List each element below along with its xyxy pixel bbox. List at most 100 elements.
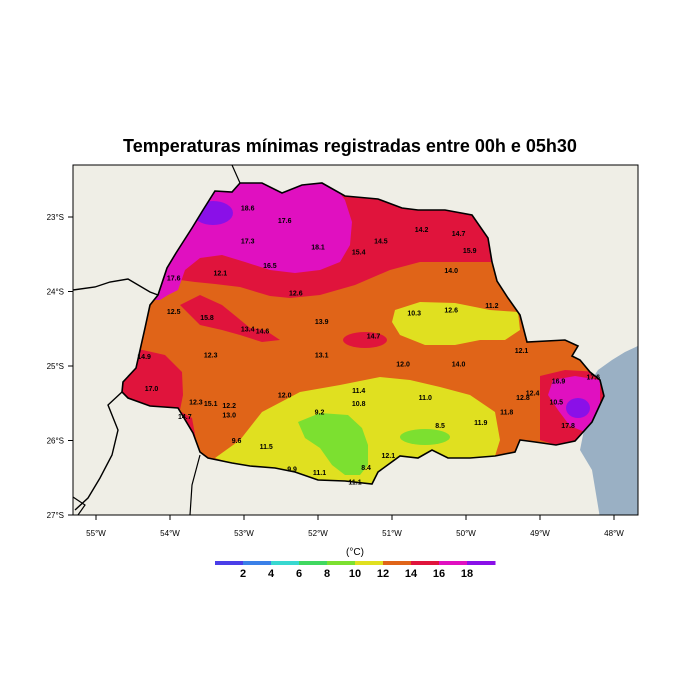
- x-tick-label: 50°W: [456, 529, 476, 538]
- map-frame: [72, 164, 639, 516]
- station-value: 17.8: [561, 423, 575, 430]
- colorbar-segment: [327, 561, 356, 565]
- station-value: 14.7: [452, 231, 466, 238]
- contour-14-16-center: [343, 332, 387, 348]
- station-value: 12.5: [167, 309, 181, 316]
- colorbar-segment: [467, 561, 496, 565]
- colorbar-label: 6: [296, 568, 302, 580]
- station-value: 12.4: [526, 390, 540, 397]
- colorbar-segment: [215, 561, 244, 565]
- x-tick-label: 51°W: [382, 529, 402, 538]
- station-value: 14.7: [178, 414, 192, 421]
- colorbar: 2 4 6 8 10 12 14 16 18: [215, 561, 496, 580]
- x-tick-label: 55°W: [86, 529, 106, 538]
- colorbar-segment: [439, 561, 468, 565]
- x-tick-label: 48°W: [604, 529, 624, 538]
- border-argentina-santa-catarina: [189, 454, 201, 515]
- station-value: 17.6: [278, 218, 292, 225]
- colorbar-label: 10: [349, 568, 361, 580]
- colorbar-label: 16: [433, 568, 445, 580]
- colorbar-label: 18: [461, 568, 473, 580]
- station-value: 15.4: [352, 250, 366, 257]
- station-value: 17.3: [241, 238, 255, 245]
- station-value: 15.9: [463, 248, 477, 255]
- station-value: 14.0: [452, 361, 466, 368]
- contour-18-plus-coast: [566, 398, 590, 418]
- station-value: 8.5: [435, 423, 445, 430]
- colorbar-segment: [271, 561, 300, 565]
- station-value: 11.8: [500, 410, 513, 417]
- station-value: 18.6: [241, 206, 255, 213]
- station-value: 9.6: [232, 438, 242, 445]
- station-value: 17.6: [167, 276, 181, 283]
- unit-label: (°C): [346, 547, 364, 558]
- station-value: 14.9: [137, 354, 151, 361]
- station-value: 12.1: [515, 348, 529, 355]
- station-value: 17.0: [145, 386, 159, 393]
- station-value: 10.8: [352, 401, 366, 408]
- station-value: 12.3: [204, 352, 218, 359]
- station-value: 11.0: [419, 395, 432, 402]
- station-value: 17.6: [586, 375, 600, 382]
- y-tick-label: 24°S: [47, 288, 64, 297]
- colorbar-segment: [383, 561, 412, 565]
- station-value: 11.2: [485, 303, 498, 310]
- station-value: 11.4: [352, 388, 365, 395]
- x-tick-label: 52°W: [308, 529, 328, 538]
- station-value: 13.4: [241, 326, 255, 333]
- station-values: 18.6 17.6 17.3 18.1 15.4 14.5 14.2 14.7 15.9 16.5…: [137, 206, 600, 487]
- y-tick-label: 23°S: [47, 213, 64, 222]
- station-value: 12.1: [214, 270, 228, 277]
- station-value: 12.0: [396, 361, 410, 368]
- border-mato-grosso-do-sul: [73, 278, 159, 296]
- station-value: 11.9: [474, 420, 487, 427]
- colorbar-segment: [355, 561, 384, 565]
- station-value: 12.0: [278, 393, 292, 400]
- colorbar-label: 8: [324, 568, 330, 580]
- map-title: Temperaturas mínimas registradas entre 0…: [123, 136, 577, 156]
- station-value: 9.2: [315, 410, 325, 417]
- station-value: 14.2: [415, 227, 429, 234]
- station-value: 11.1: [313, 470, 326, 477]
- contour-8-10-southeast: [400, 429, 450, 445]
- station-value: 12.1: [381, 453, 395, 460]
- y-tick-label: 25°S: [47, 362, 64, 371]
- contour-8-10-south: [298, 413, 368, 475]
- border-sao-paulo-north: [231, 165, 241, 184]
- colorbar-segment: [299, 561, 328, 565]
- station-value: 18.1: [311, 244, 325, 251]
- colorbar-label: 12: [377, 568, 389, 580]
- station-value: 8.4: [361, 465, 371, 472]
- station-value: 14.5: [374, 238, 388, 245]
- station-value: 15.8: [200, 315, 214, 322]
- station-value: 10.3: [407, 311, 421, 318]
- station-value: 12.6: [444, 308, 458, 315]
- contour-14-16-west: [180, 295, 280, 342]
- colorbar-label: 4: [268, 568, 275, 580]
- station-value: 14.0: [444, 268, 458, 275]
- colorbar-label: 14: [405, 568, 418, 580]
- station-value: 12.2: [222, 403, 236, 410]
- y-tick-label: 26°S: [47, 437, 64, 446]
- colorbar-segment: [411, 561, 440, 565]
- contour-10-12-east: [392, 302, 520, 345]
- station-value: 14.6: [256, 328, 270, 335]
- station-value: 10.5: [549, 399, 563, 406]
- station-value: 11.5: [260, 444, 273, 451]
- station-value: 9.9: [287, 466, 297, 473]
- station-value: 16.9: [552, 378, 566, 385]
- border-paraguay-argentina: [74, 391, 123, 511]
- x-tick-label: 53°W: [234, 529, 254, 538]
- station-value: 12.6: [289, 290, 303, 297]
- station-value: 12.8: [516, 395, 530, 402]
- station-value: 13.9: [315, 319, 329, 326]
- x-tick-label: 54°W: [160, 529, 180, 538]
- station-value: 15.1: [204, 401, 218, 408]
- y-tick-label: 27°S: [47, 511, 64, 520]
- border-argentina-west: [73, 496, 86, 515]
- axis-ticks: 55°W 54°W 53°W 52°W 51°W 50°W 49°W 48°W 23°S 24°S…: [47, 213, 625, 538]
- colorbar-label: 2: [240, 568, 246, 580]
- station-value: 12.3: [189, 399, 203, 406]
- station-value: 11.1: [348, 480, 361, 487]
